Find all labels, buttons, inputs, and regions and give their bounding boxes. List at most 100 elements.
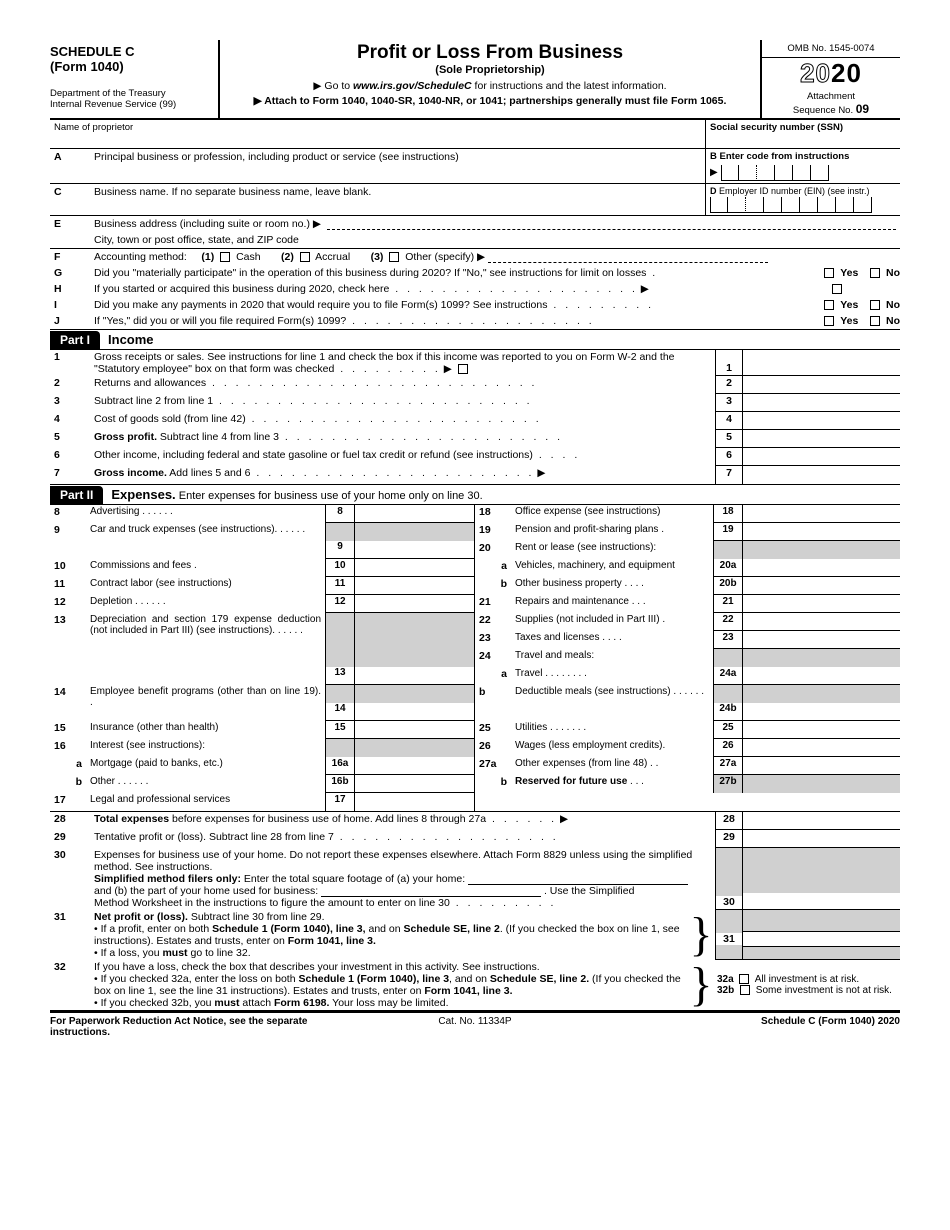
line-3: 3 Subtract line 2 from line 1 . . . . . …	[50, 394, 900, 412]
sqft-home-input[interactable]	[468, 874, 688, 885]
amt-11[interactable]	[355, 577, 475, 595]
dept-label: Department of the Treasury	[50, 88, 210, 99]
expenses-right-col: 18Office expense (see instructions)1819P…	[475, 505, 900, 811]
amt-15[interactable]	[355, 721, 475, 739]
exp-line-24b: bDeductible meals (see instructions) . .…	[475, 685, 900, 721]
amt-14[interactable]	[355, 703, 475, 721]
row-j: J If "Yes," did you or will you file req…	[50, 313, 900, 329]
row-h: H If you started or acquired this busine…	[50, 281, 900, 297]
sqft-business-input[interactable]	[321, 886, 541, 897]
amt-10[interactable]	[355, 559, 475, 577]
exp-line-20: 20Rent or lease (see instructions):	[475, 541, 900, 559]
checkbox-other[interactable]	[389, 252, 399, 262]
amt-18[interactable]	[743, 505, 900, 523]
row-c-d: C Business name. If no separate business…	[50, 184, 900, 216]
amt-28[interactable]	[743, 812, 900, 830]
line-30: 30 Expenses for business use of your hom…	[50, 848, 900, 910]
checkbox-i-yes[interactable]	[824, 300, 834, 310]
checkbox-g-yes[interactable]	[824, 268, 834, 278]
line-29: 29 Tentative profit or (loss). Subtract …	[50, 830, 900, 848]
addr-input[interactable]	[327, 218, 896, 230]
exp-line-20a: aVehicles, machinery, and equipment20a	[475, 559, 900, 577]
section-d: D Employer ID number (EIN) (see instr.)	[705, 184, 900, 215]
amt-24b[interactable]	[743, 703, 900, 721]
part2-tag: Part II	[50, 486, 103, 504]
other-specify-input[interactable]	[488, 262, 768, 263]
amt-9[interactable]	[355, 541, 475, 559]
footer-mid: Cat. No. 11334P	[333, 1016, 616, 1038]
line-4: 4 Cost of goods sold (from line 42) . . …	[50, 412, 900, 430]
checkbox-line1[interactable]	[458, 364, 468, 374]
amt-20b[interactable]	[743, 577, 900, 595]
city-label: City, town or post office, state, and ZI…	[90, 232, 900, 248]
label-i: I	[50, 299, 90, 311]
checkbox-j-yes[interactable]	[824, 316, 834, 326]
amt-30[interactable]	[743, 893, 900, 909]
checkbox-i-no[interactable]	[870, 300, 880, 310]
amt-5[interactable]	[743, 430, 900, 448]
irs-label: Internal Revenue Service (99)	[50, 99, 210, 110]
amt-12[interactable]	[355, 595, 475, 613]
brace-icon: }	[691, 961, 711, 1009]
amt-26[interactable]	[743, 739, 900, 757]
exp-line-11: 11Contract labor (see instructions)11	[50, 577, 475, 595]
amt-24a[interactable]	[743, 667, 900, 685]
exp-line-16b: bOther . . . . . .16b	[50, 775, 475, 793]
amt-22[interactable]	[743, 613, 900, 631]
amt-31[interactable]	[743, 931, 900, 947]
exp-line-14: 14Employee benefit programs (other than …	[50, 685, 475, 721]
text-c: Business name. If no separate business n…	[90, 184, 705, 215]
label-e: E	[50, 216, 90, 232]
amt-6[interactable]	[743, 448, 900, 466]
checkbox-g-no[interactable]	[870, 268, 880, 278]
amt-20a[interactable]	[743, 559, 900, 577]
label-a: A	[50, 149, 90, 183]
amt-17[interactable]	[355, 793, 475, 811]
arrow-icon: ▶	[710, 167, 718, 178]
label-f: F	[50, 251, 90, 263]
exp-line-18: 18Office expense (see instructions)18	[475, 505, 900, 523]
amt-3[interactable]	[743, 394, 900, 412]
amt-1[interactable]	[743, 350, 900, 376]
exp-line-24: 24Travel and meals:	[475, 649, 900, 667]
goto-line: ▶ Go to www.irs.gov/ScheduleC for instru…	[228, 80, 752, 92]
row-a-b: A Principal business or profession, incl…	[50, 149, 900, 184]
amt-23[interactable]	[743, 631, 900, 649]
code-boxes[interactable]	[721, 165, 829, 181]
checkbox-accrual[interactable]	[300, 252, 310, 262]
checkbox-cash[interactable]	[220, 252, 230, 262]
tax-year: 2020	[762, 58, 900, 89]
amt-4[interactable]	[743, 412, 900, 430]
checkbox-32a[interactable]	[739, 974, 749, 984]
amt-8[interactable]	[355, 505, 475, 523]
amt-25[interactable]	[743, 721, 900, 739]
label-h: H	[50, 283, 90, 295]
line-6: 6 Other income, including federal and st…	[50, 448, 900, 466]
amt-29[interactable]	[743, 830, 900, 848]
amt-16a[interactable]	[355, 757, 475, 775]
amt-19[interactable]	[743, 523, 900, 541]
line-1: 1 Gross receipts or sales. See instructi…	[50, 350, 900, 376]
form-title: Profit or Loss From Business	[228, 42, 752, 64]
footer-right: Schedule C (Form 1040) 2020	[617, 1016, 900, 1038]
amt-2[interactable]	[743, 376, 900, 394]
section-b: B Enter code from instructions ▶	[705, 149, 900, 183]
label-c: C	[50, 184, 90, 215]
amt-16b[interactable]	[355, 775, 475, 793]
checkbox-h[interactable]	[832, 284, 842, 294]
amt-21[interactable]	[743, 595, 900, 613]
omb-number: OMB No. 1545-0074	[762, 40, 900, 58]
checkbox-32b[interactable]	[740, 985, 750, 995]
line-7: 7 Gross income. Add lines 5 and 6 . . . …	[50, 466, 900, 484]
exp-line-12: 12Depletion . . . . . .12	[50, 595, 475, 613]
ein-boxes[interactable]	[710, 197, 896, 213]
amt-13[interactable]	[355, 667, 475, 685]
checkbox-j-no[interactable]	[870, 316, 880, 326]
row-f: F Accounting method: (1) Cash (2) Accrua…	[50, 249, 900, 265]
form-label: (Form 1040)	[50, 59, 210, 74]
amt-27a[interactable]	[743, 757, 900, 775]
amt-7[interactable]	[743, 466, 900, 484]
part2-title: Expenses. Enter expenses for business us…	[103, 485, 490, 504]
line-32: 32 If you have a loss, check the box tha…	[50, 960, 900, 1012]
page-footer: For Paperwork Reduction Act Notice, see …	[50, 1012, 900, 1038]
